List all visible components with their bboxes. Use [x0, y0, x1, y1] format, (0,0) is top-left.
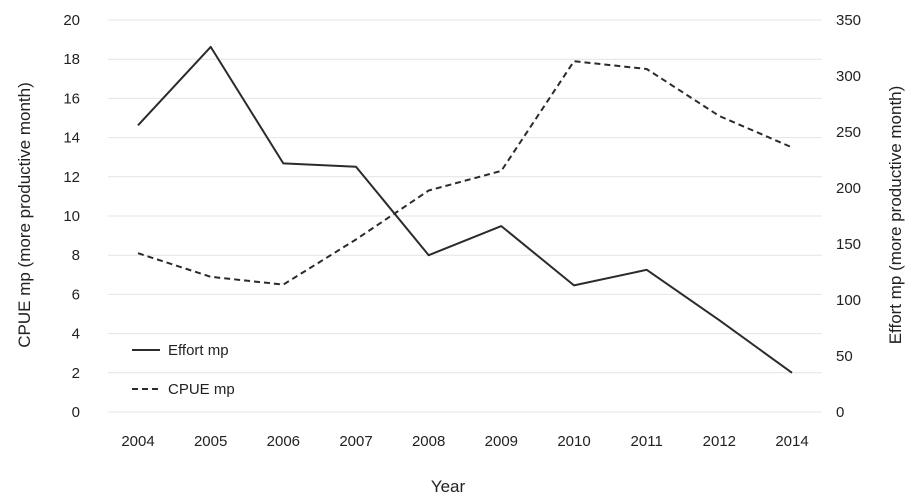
left-tick-label: 0 — [72, 404, 80, 421]
left-tick-label: 18 — [63, 51, 80, 68]
x-tick-label: 2014 — [775, 433, 808, 450]
x-tick-label: 2012 — [703, 433, 736, 450]
effort-series-line — [137, 45, 793, 374]
left-tick-label: 10 — [63, 208, 80, 225]
left-axis: 0 2 4 6 8 10 12 14 16 18 20 — [63, 12, 80, 421]
grid-layer — [108, 19, 822, 413]
right-tick-label: 0 — [836, 404, 844, 421]
legend: Effort mp CPUE mp — [132, 342, 235, 398]
left-axis-title: CPUE mp (more productive month) — [15, 82, 34, 347]
left-tick-label: 8 — [72, 247, 80, 264]
x-axis: 2004 2005 2006 2007 2008 2009 2010 2011 2012 2014 — [121, 433, 808, 450]
right-axis-title: Effort mp (more productive month) — [886, 86, 905, 345]
left-tick-label: 16 — [63, 90, 80, 107]
left-tick-label: 12 — [63, 169, 80, 186]
right-tick-label: 350 — [836, 12, 861, 29]
left-tick-label: 6 — [72, 286, 80, 303]
series-layer — [137, 45, 793, 374]
right-tick-label: 50 — [836, 348, 853, 365]
x-tick-label: 2004 — [121, 433, 154, 450]
right-tick-label: 100 — [836, 292, 861, 309]
left-tick-label: 4 — [72, 326, 80, 343]
x-tick-label: 2007 — [339, 433, 372, 450]
x-tick-label: 2010 — [557, 433, 590, 450]
x-tick-label: 2006 — [267, 433, 300, 450]
right-tick-label: 250 — [836, 124, 861, 141]
x-tick-label: 2009 — [485, 433, 518, 450]
left-tick-label: 20 — [63, 12, 80, 29]
x-axis-title: Year — [431, 477, 466, 496]
left-tick-label: 14 — [63, 130, 80, 147]
x-tick-label: 2008 — [412, 433, 445, 450]
right-tick-label: 300 — [836, 68, 861, 85]
x-tick-label: 2005 — [194, 433, 227, 450]
x-tick-label: 2011 — [631, 433, 663, 450]
right-tick-label: 200 — [836, 180, 861, 197]
right-axis: 0 50 100 150 200 250 300 350 — [836, 12, 861, 421]
cpue-series-line — [137, 60, 793, 286]
legend-label-effort: Effort mp — [168, 342, 229, 359]
legend-label-cpue: CPUE mp — [168, 381, 235, 398]
right-tick-label: 150 — [836, 236, 861, 253]
left-tick-label: 2 — [72, 365, 80, 382]
